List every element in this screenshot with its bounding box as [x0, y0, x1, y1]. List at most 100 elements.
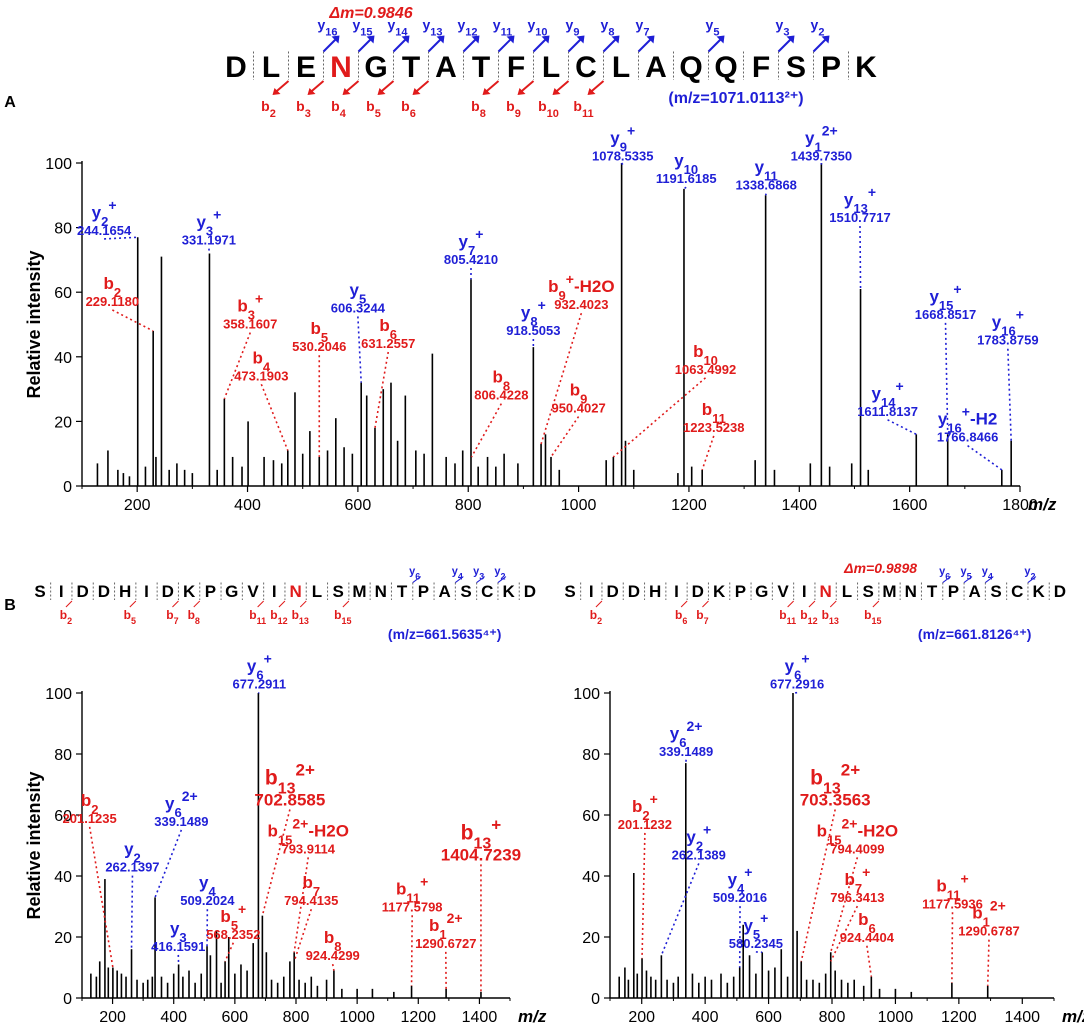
residue-d: D: [1054, 582, 1066, 601]
residue-g: G: [225, 582, 238, 601]
leader-line: [612, 377, 707, 458]
peak-label-b8: b8: [493, 368, 511, 394]
peak-mass-label: 339.1489: [659, 744, 713, 759]
leader-line: [410, 915, 413, 986]
b-ion-b9: b9: [506, 98, 521, 120]
y-tick-label: 100: [45, 156, 72, 173]
peak-mass-label: 331.1971: [182, 233, 236, 248]
residue-i: I: [802, 582, 807, 601]
y-ion-tick: [985, 576, 994, 583]
peak-mass-label: 703.3563: [800, 791, 871, 810]
b-ion-b6: b6: [401, 98, 416, 120]
peak-mass-label: 1404.7239: [441, 845, 521, 864]
b-ion-tick: [278, 600, 286, 608]
peak-mass-label: 796.3413: [830, 890, 884, 905]
x-tick-label: 1200: [941, 1009, 977, 1026]
b-ion-b2: b2: [590, 608, 602, 626]
leader-line: [260, 383, 289, 451]
y-ion-arrowhead: [646, 35, 655, 44]
peak-mass-label: 262.1397: [105, 860, 159, 875]
peak-label-b5: b5: [310, 319, 328, 345]
peak-mass-label: 509.2016: [713, 890, 767, 905]
b-ion-tick: [257, 600, 265, 608]
residue-h: H: [119, 582, 131, 601]
peak-label-y14: y14+: [872, 378, 904, 410]
peak-mass-label: 1668.8517: [915, 307, 976, 322]
peak-label-b11: b11+: [936, 870, 968, 902]
b-ion-b8: b8: [471, 98, 486, 120]
mass-delta: Δm=0.9898: [843, 560, 917, 576]
peak-label-b9H2O: b9+-H2O: [548, 271, 614, 303]
peak-label-b7: b7+: [844, 864, 870, 896]
residue-l: L: [842, 582, 852, 601]
y-ion-arrowhead: [821, 35, 830, 44]
leader-line: [88, 826, 114, 968]
peak-mass-label: 1223.5238: [683, 420, 744, 435]
residue-d: D: [76, 582, 88, 601]
y-ion-y2: y2: [494, 566, 505, 582]
residue-a: A: [645, 51, 667, 84]
residue-c: C: [1011, 582, 1023, 601]
b-ion-tick: [129, 600, 137, 608]
y-tick-label: 20: [54, 930, 72, 947]
y-tick-label: 80: [54, 221, 72, 238]
x-tick-label: 1000: [878, 1009, 914, 1026]
b-ion-arrowhead: [377, 88, 386, 95]
peak-mass-label: 1290.6787: [958, 924, 1019, 939]
x-tick-label: 1400: [781, 497, 817, 514]
y-tick-label: 60: [582, 808, 600, 825]
b-ion-tick: [172, 600, 179, 608]
b-ion-arrowhead: [517, 88, 526, 95]
b-ion-arrowhead: [482, 88, 491, 95]
b-ion-tick: [808, 600, 816, 608]
leader-line: [859, 225, 862, 289]
peak-label-y62: y62+: [165, 788, 198, 820]
y-ion-arrowhead: [716, 35, 725, 44]
b-ion-tick: [342, 600, 350, 608]
y-ion-y6: y6: [939, 566, 950, 582]
x-tick-label: 400: [234, 497, 261, 514]
b-ion-b11: b11: [249, 608, 266, 626]
peak-mass-label: 950.4027: [551, 401, 605, 416]
residue-m: M: [882, 582, 896, 601]
panel-label-a: A: [4, 94, 16, 111]
peak-mass-label: 793.9114: [281, 841, 335, 856]
y-ion-y10: y10: [527, 17, 547, 39]
leader-line: [866, 945, 873, 977]
peak-label-y4: y4+: [728, 864, 753, 896]
peak-mass-label: 794.4099: [830, 841, 884, 856]
y-ion-y2: y2: [811, 17, 825, 39]
b-ion-b11: b11: [779, 608, 796, 626]
peak-label-y2: y2+: [686, 821, 711, 853]
residue-k: K: [855, 51, 877, 84]
b-ion-b15: b15: [334, 608, 351, 626]
b-ion-tick: [595, 600, 603, 608]
y-ion-tick: [455, 576, 464, 583]
leader-line: [944, 322, 949, 435]
b-ion-tick: [829, 600, 837, 608]
y-axis-label: Relative intensity: [24, 771, 44, 919]
peak-label-y4: y4: [199, 873, 216, 899]
x-tick-label: 400: [160, 1009, 187, 1026]
x-axis-label: m/z: [1028, 495, 1057, 514]
residue-i: I: [589, 582, 594, 601]
peak-mass-label: 358.1607: [223, 317, 277, 332]
peak-mass-label: 1338.6868: [735, 178, 796, 193]
y-ion-y11: y11: [493, 17, 512, 39]
residue-f: F: [507, 51, 525, 84]
x-axis-label: m/z: [518, 1007, 547, 1026]
peak-mass-label: 932.4023: [554, 297, 608, 312]
b-ion-b11: b11: [573, 98, 593, 120]
residue-k: K: [713, 582, 726, 601]
chart-a: 200 400 600 800 1000 1200 1400 1600 1800 0 20 40 60 8…: [24, 5, 1057, 514]
leader-line: [1007, 348, 1012, 441]
residue-l: L: [312, 582, 322, 601]
residue-p: P: [821, 51, 841, 84]
peak-label-b152H2O: b152+-H2O: [817, 815, 898, 847]
residue-n: N: [330, 51, 352, 84]
x-tick-label: 1000: [339, 1009, 375, 1026]
peak-label-b4: b4: [253, 348, 271, 374]
